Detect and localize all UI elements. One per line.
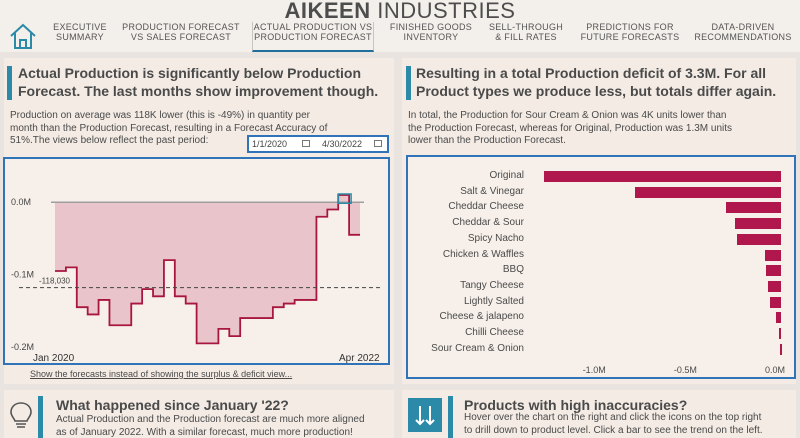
bottom-right-description: Hover over the chart on the right and cl…	[464, 412, 763, 436]
left-panel-description: Production on average was 118K lower (th…	[10, 110, 328, 146]
nav-sell-through-fill-rates[interactable]: SELL-THROUGH & FILL RATES	[488, 22, 564, 42]
bottom-left-panel	[4, 390, 394, 438]
top-navigation-bar: AIKEEN INDUSTRIES EXECUTIVE SUMMARY PRODU…	[0, 0, 800, 52]
bar-category-label: Salt & Vinegar	[460, 185, 524, 197]
product-deficit-bar[interactable]	[766, 265, 781, 277]
calendar-icon[interactable]	[374, 140, 382, 147]
calendar-icon[interactable]	[302, 140, 310, 147]
nav-predictions-future-forecasts[interactable]: PREDICTIONS FOR FUTURE FORECASTS	[580, 22, 680, 42]
nav-finished-goods-inventory[interactable]: FINISHED GOODS INVENTORY	[389, 22, 473, 42]
bar-category-label: Tangy Cheese	[460, 279, 524, 291]
show-forecasts-link[interactable]: Show the forecasts instead of showing th…	[30, 369, 293, 379]
nav-executive-summary[interactable]: EXECUTIVE SUMMARY	[53, 22, 107, 42]
right-title-accent	[406, 66, 411, 100]
right-panel-description: In total, the Production for Sour Cream …	[408, 110, 733, 146]
bar-chart-area: Original Salt & Vinegar Cheddar Cheese Ched…	[408, 157, 794, 377]
product-deficit-bar[interactable]	[776, 312, 781, 324]
product-deficit-bar[interactable]	[764, 249, 781, 261]
date-to-input[interactable]: 4/30/2022	[322, 139, 363, 149]
home-icon[interactable]	[8, 22, 38, 50]
x-end-label: Apr 2022	[339, 353, 380, 363]
date-range-slicer	[247, 135, 389, 153]
drill-down-icon[interactable]	[408, 398, 442, 432]
bar-category-label: Original	[489, 170, 524, 181]
bar-category-label: BBQ	[502, 264, 524, 276]
bottom-left-title: What happened since January '22?	[56, 397, 289, 413]
product-deficit-bar[interactable]	[726, 202, 781, 214]
x-start-label: Jan 2020	[33, 353, 75, 363]
bottom-left-accent	[38, 396, 43, 438]
bottom-left-description: Actual Production and the Production for…	[56, 414, 365, 438]
surplus-highlight	[337, 193, 352, 204]
product-deficit-chart[interactable]: Original Salt & Vinegar Cheddar Cheese Ched…	[406, 155, 796, 379]
brand-title: AIKEEN INDUSTRIES	[284, 0, 516, 23]
bar-category-label: Lightly Salted	[463, 295, 524, 307]
average-label: -118,030	[39, 277, 71, 286]
deficit-area	[55, 195, 360, 344]
left-panel-title: Actual Production is significantly below…	[18, 65, 379, 99]
product-deficit-bar[interactable]	[780, 343, 782, 355]
bottom-right-panel	[402, 390, 796, 438]
bottom-right-accent	[448, 396, 453, 438]
bar-category-label: Chilli Cheese	[465, 327, 524, 338]
date-from-input[interactable]: 1/1/2020	[252, 139, 288, 149]
lightbulb-icon	[10, 402, 32, 428]
nav-production-vs-sales-forecast[interactable]: PRODUCTION FORECAST VS SALES FORECAST	[122, 22, 240, 42]
product-deficit-bar[interactable]	[544, 171, 781, 182]
bar-category-label: Chicken & Waffles	[442, 248, 524, 260]
product-deficit-bar[interactable]	[778, 328, 781, 339]
bar-category-label: Spicy Nacho	[467, 232, 524, 244]
x-tick-label: -0.5M	[673, 365, 697, 375]
x-tick-label: -1.0M	[582, 365, 606, 375]
right-panel-title: Resulting in a total Production deficit …	[416, 65, 777, 99]
product-deficit-bar[interactable]	[735, 218, 781, 230]
left-title-accent	[7, 66, 12, 100]
x-tick-label: 0.0M	[765, 365, 786, 375]
product-deficit-bar[interactable]	[737, 233, 781, 245]
product-deficit-bar[interactable]	[768, 280, 781, 292]
deficit-line	[55, 194, 360, 345]
bar-category-label: Cheese & jalapeno	[439, 311, 524, 323]
product-deficit-bar[interactable]	[635, 186, 781, 198]
bar-category-label: Sour Cream & Onion	[431, 342, 524, 354]
surplus-deficit-chart[interactable]: -118,030 0.0M -0.1M -0.2M Jan 2020 Apr 2022	[3, 157, 390, 365]
bar-category-label: Cheddar & Sour	[452, 217, 524, 229]
y-tick-label: 0.0M	[11, 197, 31, 207]
y-tick-label: -0.2M	[11, 342, 34, 352]
product-deficit-bar[interactable]	[770, 296, 781, 308]
nav-data-driven-recommendations[interactable]: DATA-DRIVEN RECOMMENDATIONS	[694, 22, 792, 42]
y-tick-label: -0.1M	[11, 270, 34, 280]
bottom-right-title: Products with high inaccuracies?	[464, 397, 688, 413]
nav-actual-production-vs-forecast[interactable]: ACTUAL PRODUCTION VS PRODUCTION FORECAST	[252, 22, 374, 52]
bar-category-label: Cheddar Cheese	[448, 201, 524, 213]
